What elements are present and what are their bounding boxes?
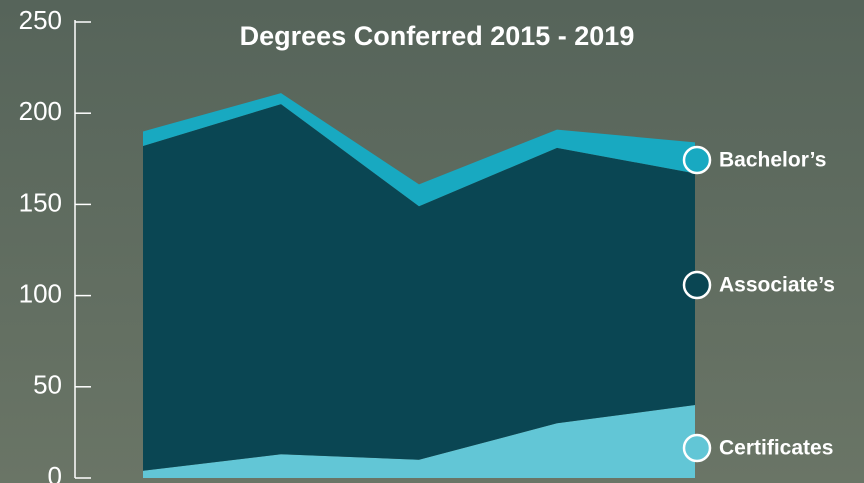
legend-marker <box>682 145 712 175</box>
area <box>143 104 695 471</box>
y-tick-label: 0 <box>48 461 62 483</box>
y-tick-label: 250 <box>19 5 62 35</box>
legend-marker <box>682 270 712 300</box>
legend-label: Certificates <box>719 437 833 460</box>
y-tick-label: 50 <box>33 370 62 400</box>
areas <box>143 93 695 478</box>
y-tick-label: 200 <box>19 96 62 126</box>
y-tick-label: 150 <box>19 187 62 217</box>
chart-title: Degrees Conferred 2015 - 2019 <box>240 21 635 51</box>
legend-marker <box>682 433 712 463</box>
y-tick-label: 100 <box>19 278 62 308</box>
legend-label: Bachelor’s <box>719 149 826 172</box>
area <box>143 93 695 207</box>
legend-label: Associate’s <box>719 274 835 297</box>
